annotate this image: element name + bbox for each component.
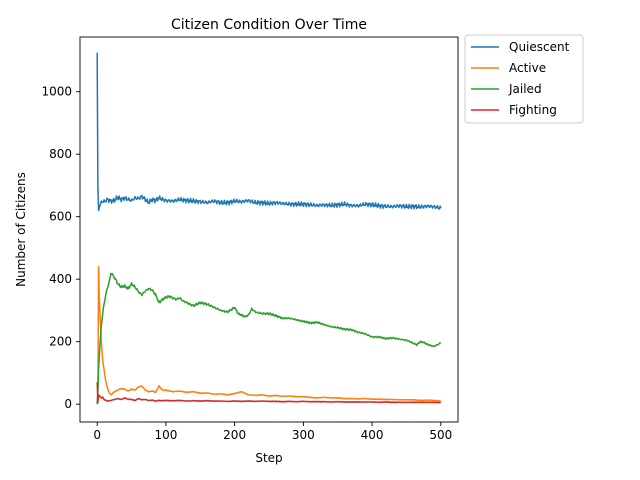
- series-line-fighting: [96, 382, 441, 404]
- legend-label-fighting: Fighting: [509, 103, 557, 117]
- x-axis-label: Step: [255, 451, 282, 465]
- y-tick-label: 400: [49, 272, 72, 286]
- legend-frame: [464, 34, 584, 124]
- series-line-active: [96, 265, 441, 403]
- series-line-jailed: [96, 272, 442, 405]
- y-axis-label: Number of Citizens: [14, 172, 28, 287]
- legend-label-quiescent: Quiescent: [509, 40, 570, 54]
- y-axis: 0 200 400 600 800 1000: [41, 85, 80, 411]
- y-tick-label: 0: [64, 397, 72, 411]
- legend: Quiescent Active Jailed Fighting: [464, 34, 584, 124]
- series-line-quiescent: [96, 52, 442, 212]
- x-tick-label: 100: [154, 428, 177, 442]
- x-tick-label: 0: [93, 428, 101, 442]
- legend-label-active: Active: [509, 61, 546, 75]
- chart-title: Citizen Condition Over Time: [171, 17, 367, 33]
- y-tick-label: 1000: [41, 85, 72, 99]
- x-axis: 0 100 200 300 400 500: [93, 422, 452, 442]
- plot-area: [96, 52, 442, 405]
- legend-label-jailed: Jailed: [508, 82, 542, 96]
- y-tick-label: 600: [49, 210, 72, 224]
- x-tick-label: 500: [429, 428, 452, 442]
- x-tick-label: 200: [223, 428, 246, 442]
- plot-frame: [79, 36, 459, 423]
- y-tick-label: 200: [49, 335, 72, 349]
- x-tick-label: 400: [361, 428, 384, 442]
- y-tick-label: 800: [49, 147, 72, 161]
- x-tick-label: 300: [292, 428, 315, 442]
